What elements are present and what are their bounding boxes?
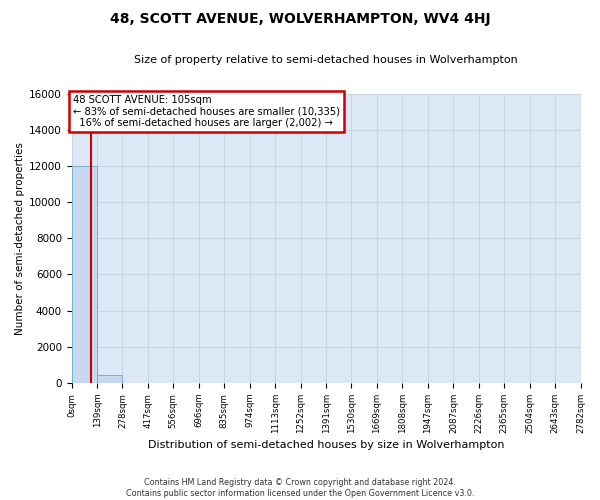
Bar [71, 166, 97, 383]
Y-axis label: Number of semi-detached properties: Number of semi-detached properties [15, 142, 25, 334]
Bar [97, 376, 122, 383]
Title: Size of property relative to semi-detached houses in Wolverhampton: Size of property relative to semi-detach… [134, 55, 518, 65]
Text: 48, SCOTT AVENUE, WOLVERHAMPTON, WV4 4HJ: 48, SCOTT AVENUE, WOLVERHAMPTON, WV4 4HJ [110, 12, 490, 26]
Text: Contains HM Land Registry data © Crown copyright and database right 2024.
Contai: Contains HM Land Registry data © Crown c… [126, 478, 474, 498]
Text: 48 SCOTT AVENUE: 105sqm
← 83% of semi-detached houses are smaller (10,335)
  16%: 48 SCOTT AVENUE: 105sqm ← 83% of semi-de… [73, 95, 340, 128]
X-axis label: Distribution of semi-detached houses by size in Wolverhampton: Distribution of semi-detached houses by … [148, 440, 505, 450]
